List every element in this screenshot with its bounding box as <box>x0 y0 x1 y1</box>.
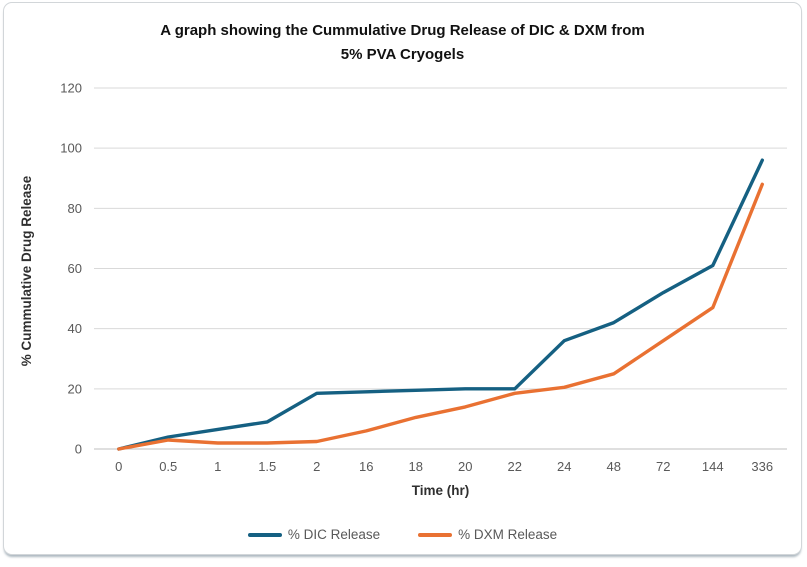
y-tick-label-20: 20 <box>68 381 82 396</box>
legend: % DIC Release % DXM Release <box>4 527 801 542</box>
x-tick-label-22: 22 <box>508 459 522 474</box>
x-tick-label-18: 18 <box>409 459 423 474</box>
x-tick-label-0-5: 0.5 <box>159 459 177 474</box>
x-tick-label-0: 0 <box>115 459 122 474</box>
y-tick-label-120: 120 <box>60 81 82 96</box>
legend-label-dic-release: % DIC Release <box>287 527 381 542</box>
x-tick-label-1: 1 <box>214 459 221 474</box>
chart-title-line-2: 5% PVA Cryogels <box>340 46 465 63</box>
dic-line-swatch <box>247 532 282 537</box>
chart-title: A graph showing the Cummulative Drug Rel… <box>4 19 801 67</box>
x-tick-label-72: 72 <box>656 459 670 474</box>
legend-item-dxm-release: % DXM Release <box>418 527 557 542</box>
chart-title-line-1: A graph showing the Cummulative Drug Rel… <box>160 22 645 39</box>
y-tick-label-80: 80 <box>68 201 82 216</box>
y-tick-label-0: 0 <box>75 442 82 457</box>
y-tick-label-40: 40 <box>68 321 82 336</box>
x-tick-label-144: 144 <box>702 459 724 474</box>
x-tick-label-2: 2 <box>313 459 320 474</box>
x-tick-label-16: 16 <box>359 459 373 474</box>
x-tick-label-336: 336 <box>751 459 773 474</box>
legend-item-dic-release: % DIC Release <box>247 527 381 542</box>
y-tick-label-60: 60 <box>68 261 82 276</box>
x-tick-label-20: 20 <box>458 459 472 474</box>
legend-label-dxm-release: % DXM Release <box>458 527 558 542</box>
x-tick-label-48: 48 <box>607 459 621 474</box>
plot-area: 0 20 40 60 80 100 120 0 0.5 1 1.5 2 16 18 20 22 24 48 72 14… <box>60 81 787 474</box>
x-tick-label-24: 24 <box>557 459 571 474</box>
series-line-dxm-release <box>117 182 764 451</box>
series-line-dic-release <box>117 158 764 451</box>
x-tick-label-1-5: 1.5 <box>258 459 276 474</box>
chart-card: A graph showing the Cummulative Drug Rel… <box>3 2 802 555</box>
x-axis-title: Time (hr) <box>411 483 470 498</box>
dxm-line-swatch <box>418 532 453 537</box>
y-tick-label-100: 100 <box>60 141 82 156</box>
